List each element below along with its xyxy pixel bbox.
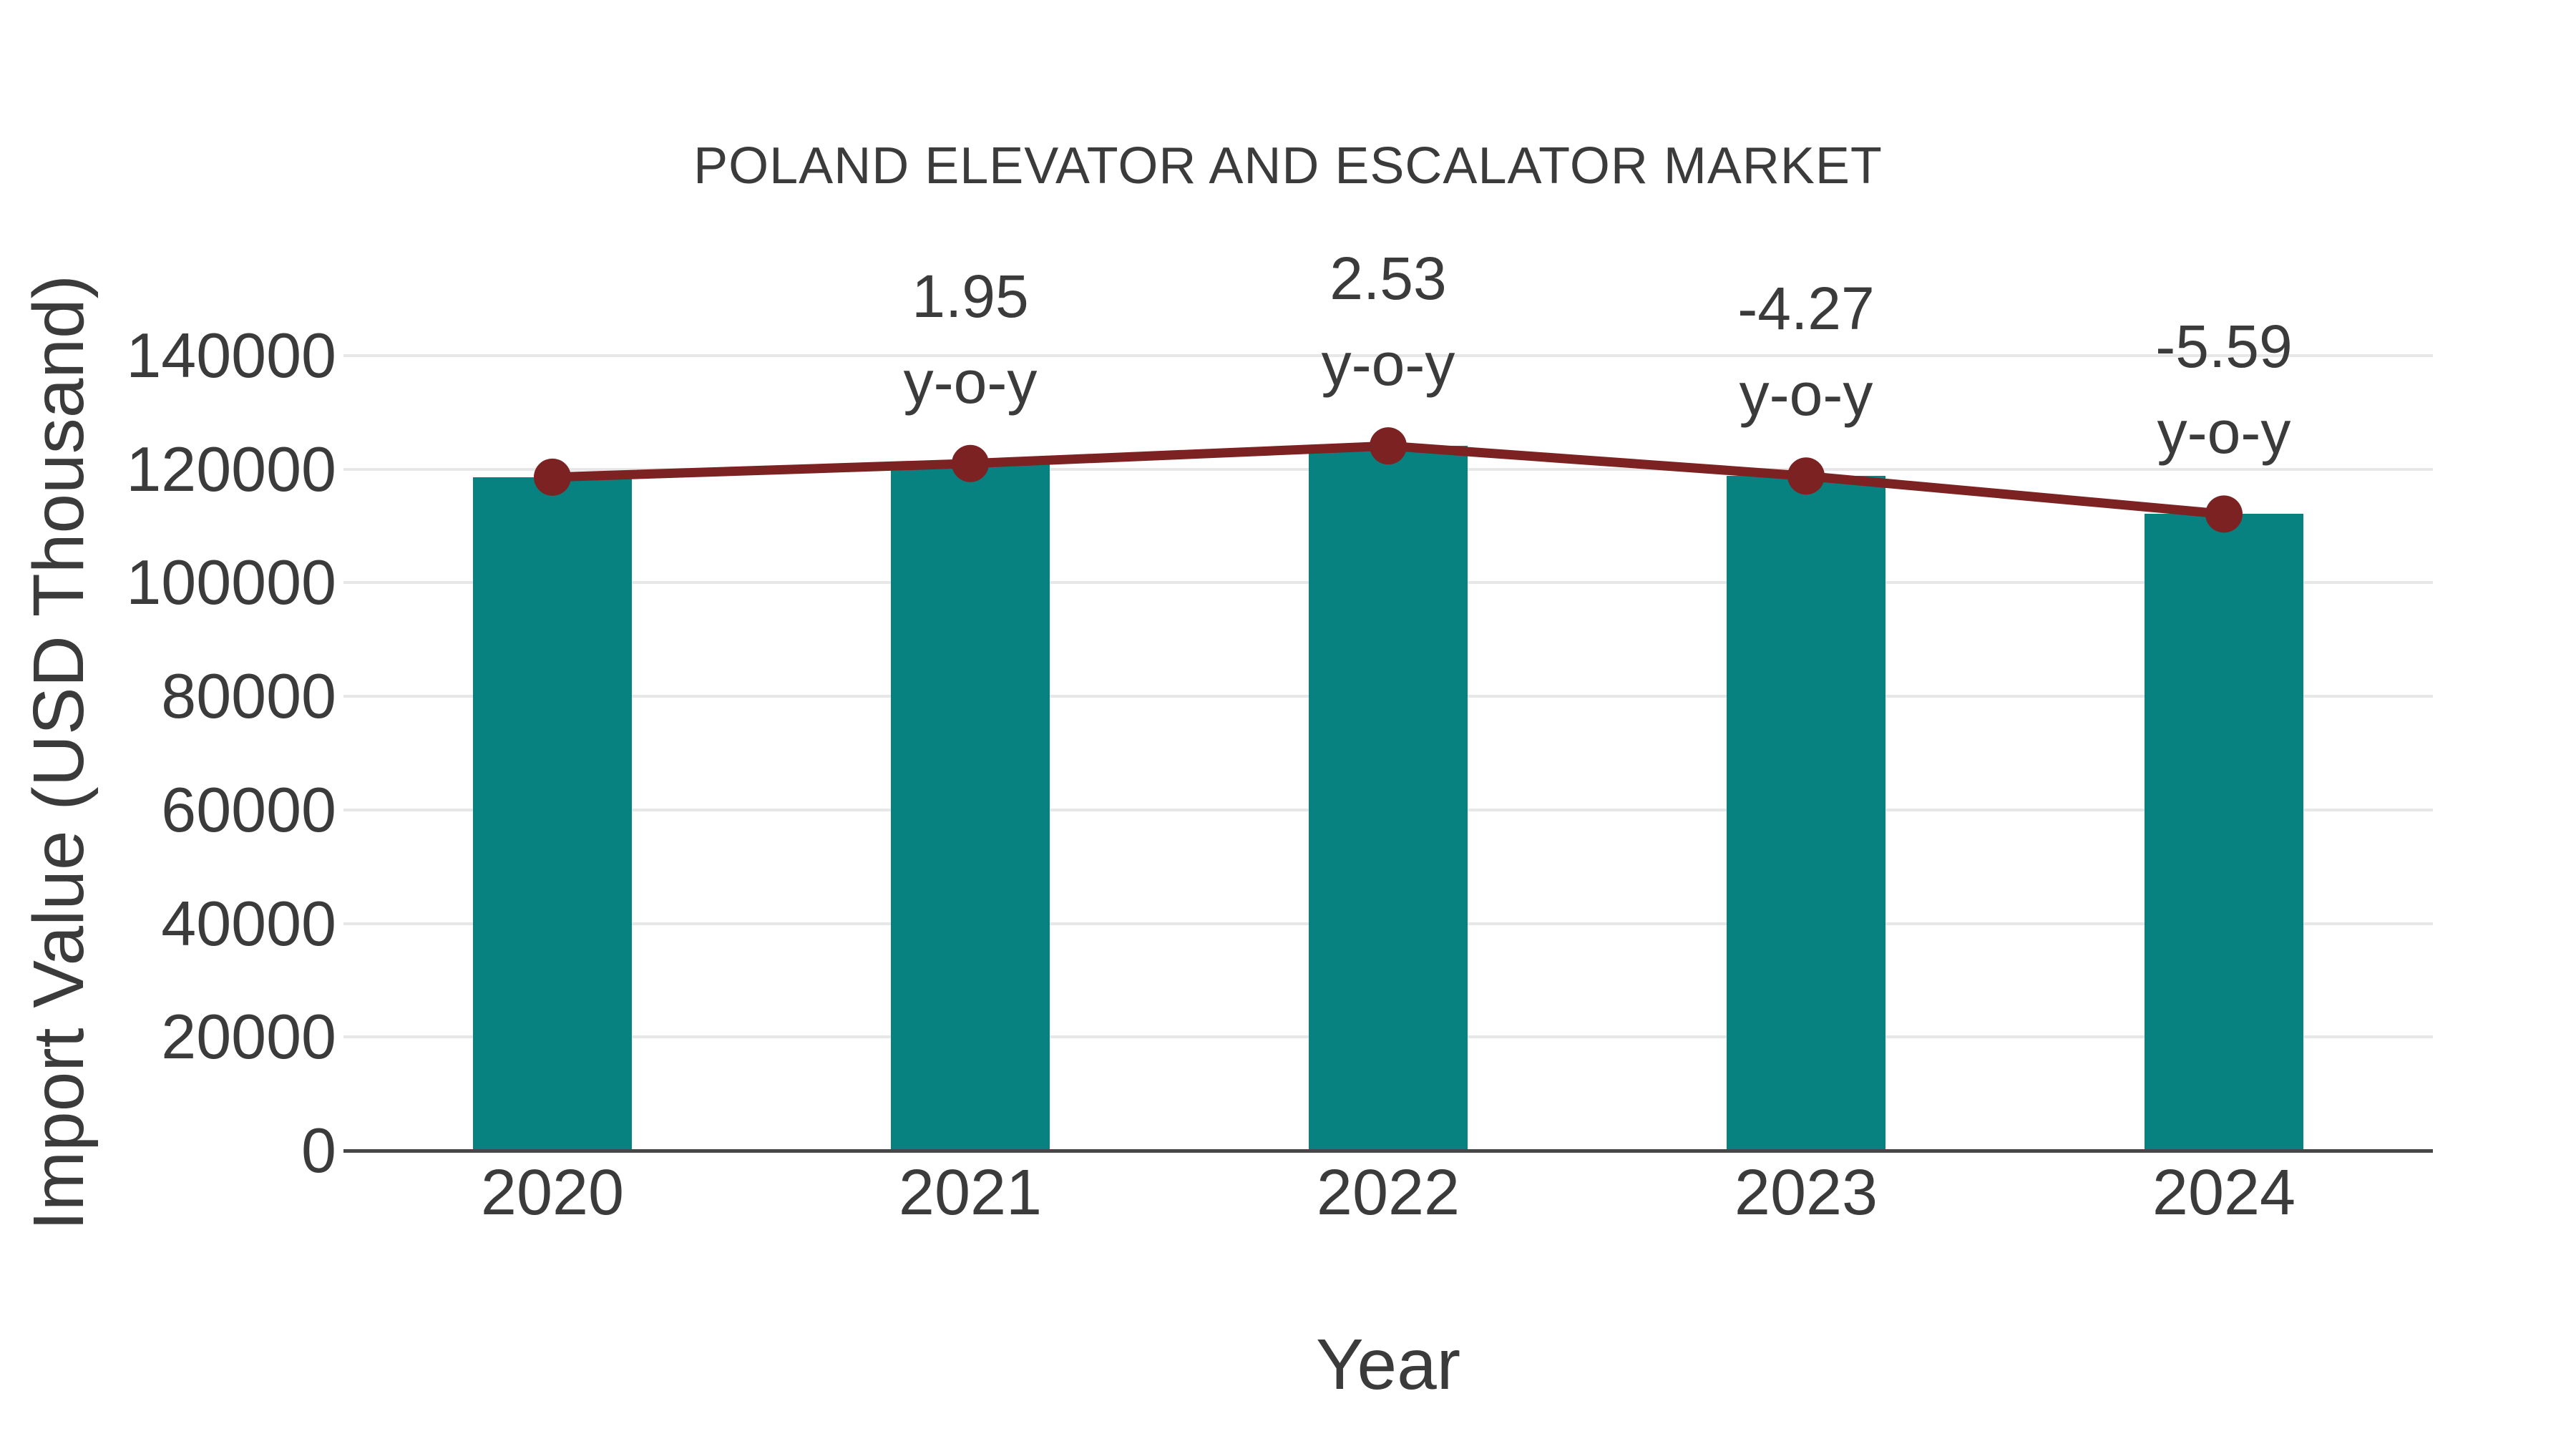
x-axis-title: Year <box>1315 1324 1461 1405</box>
x-tick-label-2022: 2022 <box>1316 1157 1460 1229</box>
annotation-line-value: 1.95 <box>912 262 1029 330</box>
y-tick-label-40000: 40000 <box>161 887 336 959</box>
annotation-yoy-2023: -4.27 y-o-y <box>1591 265 2021 437</box>
annotation-yoy-2022: 2.53 y-o-y <box>1174 235 1603 407</box>
bar-2020 <box>473 477 632 1151</box>
annotation-yoy-2024: -5.59 y-o-y <box>2009 303 2439 475</box>
y-tick-label-100000: 100000 <box>126 547 336 618</box>
annotation-line-value: 2.53 <box>1330 245 1447 313</box>
y-tick-label-20000: 20000 <box>161 1001 336 1073</box>
x-tick-label-2023: 2023 <box>1734 1157 1878 1229</box>
annotation-line-value: -4.27 <box>1737 275 1875 343</box>
y-tick-label-140000: 140000 <box>126 320 336 391</box>
y-tick-label-120000: 120000 <box>126 433 336 504</box>
annotation-yoy-2021: 1.95 y-o-y <box>756 253 1185 425</box>
annotation-line-suffix: y-o-y <box>1739 361 1873 429</box>
x-tick-label-2020: 2020 <box>480 1157 625 1229</box>
x-tick-label-2021: 2021 <box>898 1157 1043 1229</box>
annotation-line-value: -5.59 <box>2155 313 2293 381</box>
x-axis-line <box>343 1149 2433 1153</box>
bar-2023 <box>1727 476 1885 1151</box>
annotation-line-suffix: y-o-y <box>1321 331 1455 399</box>
annotation-line-suffix: y-o-y <box>903 348 1038 416</box>
y-tick-label-80000: 80000 <box>161 660 336 732</box>
bar-2022 <box>1309 446 1468 1151</box>
y-tick-label-0: 0 <box>301 1115 336 1186</box>
y-tick-label-60000: 60000 <box>161 774 336 845</box>
gridline-y-140000 <box>343 354 2433 357</box>
bar-2024 <box>2145 514 2303 1151</box>
bar-2021 <box>891 463 1050 1151</box>
annotation-line-suffix: y-o-y <box>2157 399 2291 467</box>
chart-title: POLAND ELEVATOR AND ESCALATOR MARKET <box>693 137 1883 195</box>
x-tick-label-2024: 2024 <box>2152 1157 2296 1229</box>
